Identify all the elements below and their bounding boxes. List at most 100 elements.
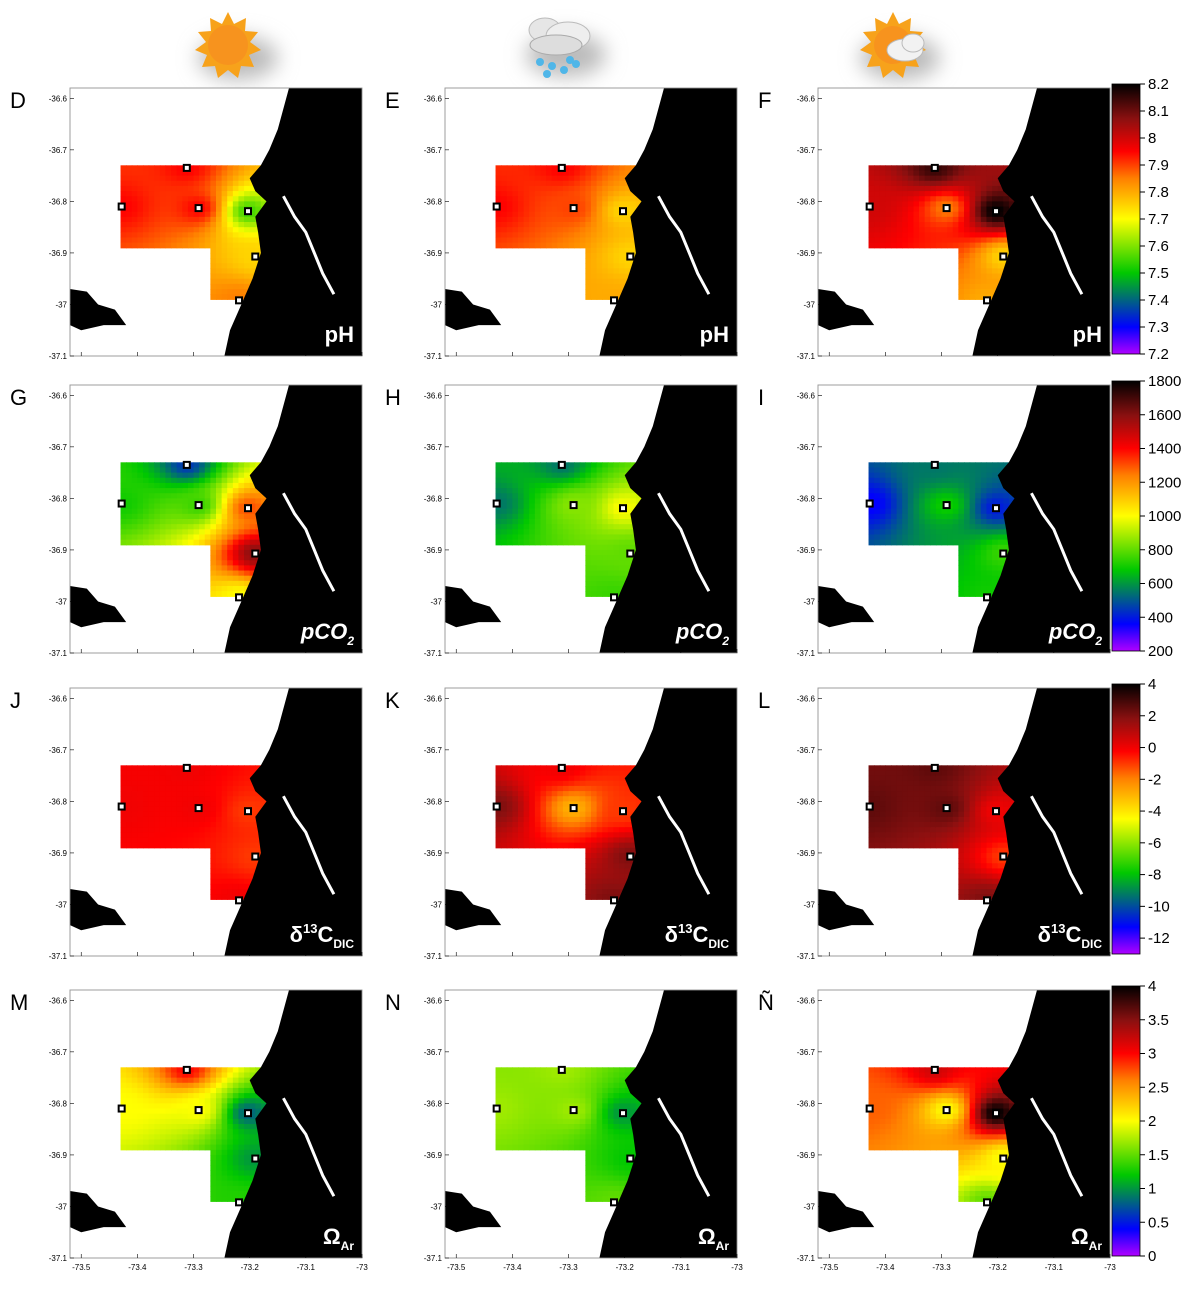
field-cell: [182, 801, 188, 807]
field-cell: [238, 519, 244, 525]
field-cell: [930, 493, 936, 499]
field-cell: [880, 222, 886, 228]
field-cell: [501, 196, 507, 202]
field-cell: [891, 170, 897, 176]
field-cell: [625, 191, 631, 197]
field-cell: [205, 488, 211, 494]
field-cell: [149, 243, 155, 249]
field-cell: [574, 227, 580, 233]
station: [196, 502, 202, 508]
y-tick-label: -37.1: [797, 352, 816, 361]
field-cell: [625, 462, 631, 468]
field-cell: [137, 781, 143, 787]
y-tick-label: -36.6: [797, 94, 816, 103]
field-cell: [244, 493, 250, 499]
field-cell: [210, 776, 216, 782]
field-cell: [981, 519, 987, 525]
field-cell: [891, 191, 897, 197]
field-cell: [154, 196, 160, 202]
field-cell: [540, 212, 546, 218]
field-cell: [986, 186, 992, 192]
field-cell: [597, 284, 603, 290]
field-cell: [986, 201, 992, 207]
field-cell: [557, 498, 563, 504]
field-cell: [255, 201, 261, 207]
field-cell: [958, 514, 964, 520]
field-cell: [233, 274, 239, 280]
field-cell: [992, 483, 998, 489]
field-cell: [902, 181, 908, 187]
field-cell: [529, 181, 535, 187]
field-cell: [880, 473, 886, 479]
field-cell: [902, 483, 908, 489]
field-cell: [205, 524, 211, 530]
field-cell: [919, 529, 925, 535]
field-cell: [501, 498, 507, 504]
field-cell: [160, 837, 166, 843]
field-cell: [619, 222, 625, 228]
field-cell: [244, 279, 250, 285]
field-cell: [524, 170, 530, 176]
field-cell: [591, 217, 597, 223]
field-cell: [563, 478, 569, 484]
field-cell: [238, 227, 244, 233]
field-cell: [552, 540, 558, 546]
field-cell: [205, 243, 211, 249]
field-cell: [137, 524, 143, 530]
field-cell: [597, 232, 603, 238]
field-cell: [869, 222, 875, 228]
field-cell: [244, 243, 250, 249]
field-cell: [908, 243, 914, 249]
field-cell: [233, 571, 239, 577]
field-cell: [512, 478, 518, 484]
field-cell: [897, 478, 903, 484]
field-cell: [619, 467, 625, 473]
field-cell: [143, 165, 149, 171]
field-cell: [936, 176, 942, 182]
field-cell: [507, 222, 513, 228]
field-cell: [524, 222, 530, 228]
field-cell: [216, 222, 222, 228]
field-cell: [210, 519, 216, 525]
field-cell: [137, 201, 143, 207]
field-cell: [569, 478, 575, 484]
field-cell: [885, 462, 891, 468]
field-cell: [210, 191, 216, 197]
field-cell: [613, 509, 619, 515]
field-cell: [121, 237, 127, 243]
field-cell: [160, 822, 166, 828]
field-cell: [216, 848, 222, 854]
field-cell: [165, 817, 171, 823]
field-cell: [619, 571, 625, 577]
field-cell: [981, 232, 987, 238]
field-cell: [970, 498, 976, 504]
field-cell: [569, 170, 575, 176]
field-cell: [557, 181, 563, 187]
field-cell: [205, 509, 211, 515]
field-cell: [154, 191, 160, 197]
field-cell: [216, 571, 222, 577]
field-cell: [182, 227, 188, 233]
field-cell: [574, 170, 580, 176]
variable-label-part: 2: [346, 634, 354, 648]
field-cell: [137, 765, 143, 771]
field-cell: [591, 509, 597, 515]
field-cell: [121, 529, 127, 535]
field-cell: [501, 478, 507, 484]
field-cell: [981, 529, 987, 535]
field-cell: [222, 248, 228, 254]
field-cell: [936, 232, 942, 238]
field-cell: [880, 524, 886, 530]
field-cell: [930, 483, 936, 489]
field-cell: [608, 555, 614, 561]
field-cell: [992, 576, 998, 582]
field-cell: [233, 279, 239, 285]
field-cell: [205, 801, 211, 807]
field-cell: [165, 781, 171, 787]
field-cell: [602, 514, 608, 520]
field-cell: [552, 170, 558, 176]
field-cell: [970, 217, 976, 223]
field-cell: [964, 555, 970, 561]
field-cell: [874, 514, 880, 520]
field-cell: [964, 176, 970, 182]
